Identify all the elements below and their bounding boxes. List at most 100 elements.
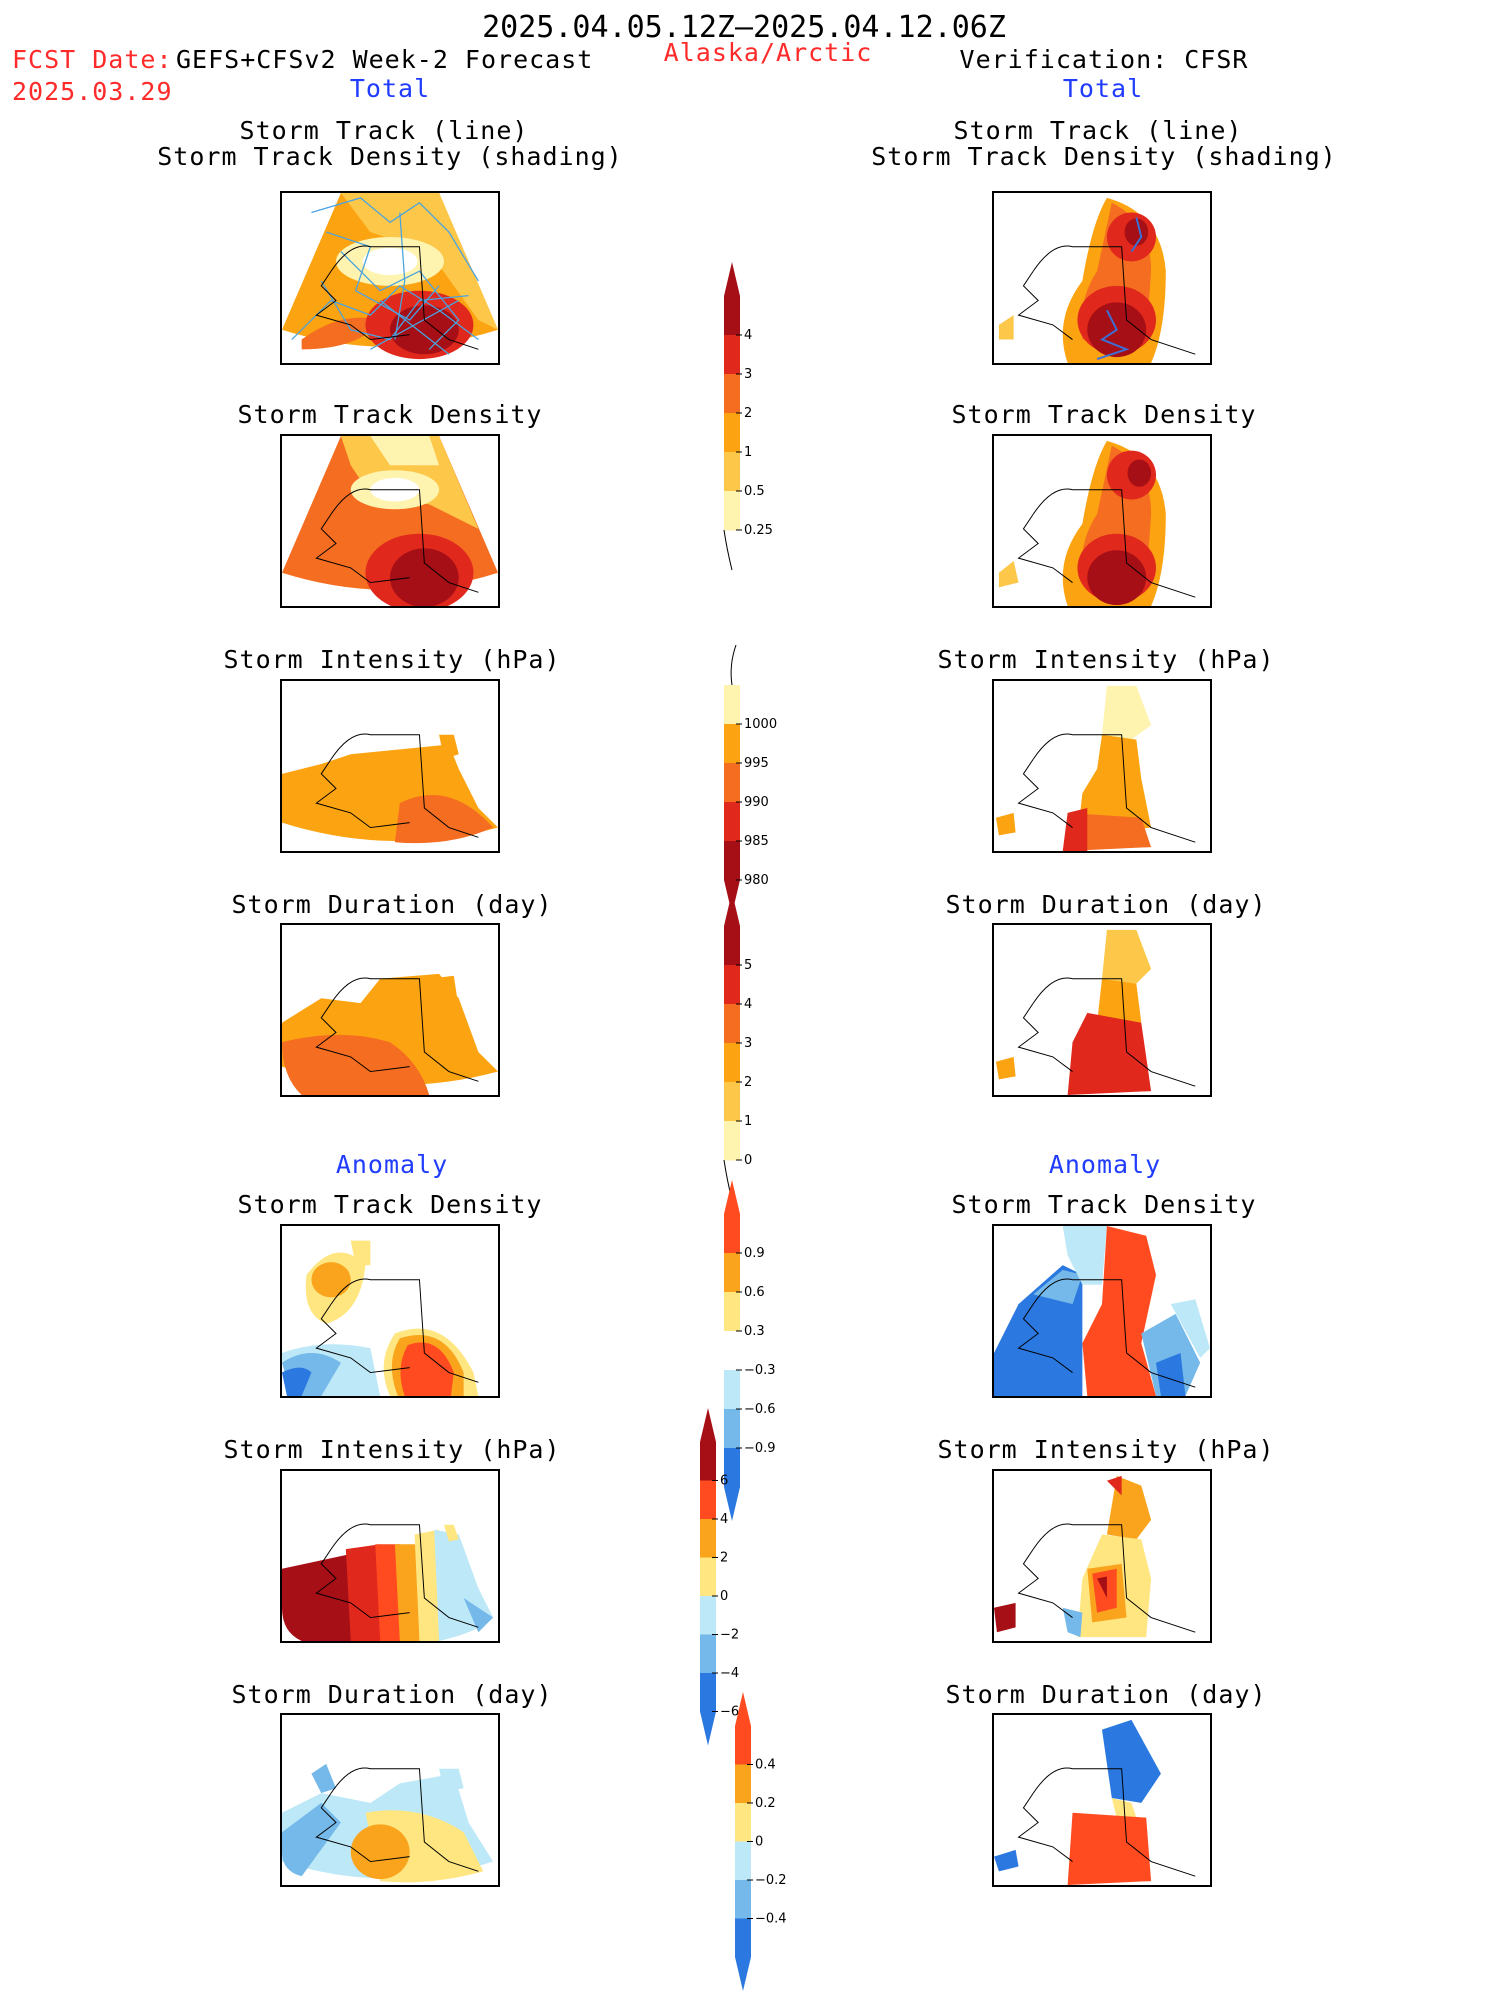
colorbar-swatch xyxy=(724,1292,740,1332)
colorbar-tick-label: −0.6 xyxy=(744,1402,776,1417)
map-verif-anom-density xyxy=(992,1224,1212,1398)
map-fcst-anom-density xyxy=(280,1224,500,1398)
map-verif-track xyxy=(992,191,1212,365)
verification-label: Verification: CFSR xyxy=(959,45,1249,74)
colorbar-tick-label: 0.25 xyxy=(744,523,773,538)
colorbar-arrow-top xyxy=(724,262,740,296)
colorbar-intensity-svg: 1000 995 990 985 980 xyxy=(724,644,777,914)
colorbar-anom-duration-svg: 0.4 0.2 0 −0.2 −0.4 xyxy=(735,1692,787,1991)
panel-title: Storm Track Density xyxy=(951,400,1257,429)
colorbar-anom-density-svg: 0.9 0.6 0.3 −0.3 −0.6 −0.9 xyxy=(724,1180,776,1521)
colorbar-tick-label: 0 xyxy=(720,1589,728,1604)
colorbar-tick-label: −6 xyxy=(720,1705,739,1720)
colorbar-swatch xyxy=(724,374,740,414)
map-verif-duration xyxy=(992,923,1212,1097)
model-label: GEFS+CFSv2 Week-2 Forecast xyxy=(176,45,594,74)
colorbar-tick-label: 2 xyxy=(744,1075,752,1090)
colorbar-swatch xyxy=(735,1764,751,1804)
colorbar-swatch xyxy=(724,1448,740,1488)
panel-title: Storm Intensity (hPa) xyxy=(223,1435,561,1464)
colorbar-tick-label: 0 xyxy=(755,1835,763,1850)
colorbar-swatch xyxy=(724,1004,740,1044)
colorbar-density-svg: 4 3 2 1 0.5 0.25 xyxy=(723,262,773,571)
colorbar-tick-label: 1 xyxy=(744,1114,752,1129)
colorbar-swatch xyxy=(724,491,740,531)
colorbar-tick-label: 3 xyxy=(744,367,752,382)
colorbar-swatch xyxy=(724,1331,740,1371)
colorbar-swatch xyxy=(724,296,740,336)
map-fcst-anom-duration xyxy=(280,1713,500,1887)
panel-title: Storm Duration (day) xyxy=(945,890,1267,919)
colorbar-anom-duration: 0.4 0.2 0 −0.2 −0.4 xyxy=(735,1692,825,1991)
colorbar-swatch xyxy=(724,1253,740,1293)
map-verif-anom-intensity xyxy=(992,1469,1212,1643)
colorbar-tick-label: −0.9 xyxy=(744,1441,776,1456)
panel-title: Storm Track (line) xyxy=(239,116,529,145)
colorbar-tick-label: −2 xyxy=(720,1628,739,1643)
colorbar-duration-svg: 5 4 3 2 1 0 xyxy=(723,892,752,1201)
map-fcst-density xyxy=(280,434,500,608)
panel-title: Storm Duration (day) xyxy=(231,890,553,919)
colorbar-tick-label: 0.2 xyxy=(755,1796,776,1811)
panel-title: Storm Intensity (hPa) xyxy=(937,1435,1275,1464)
colorbar-tick-label: 2 xyxy=(720,1551,728,1566)
panel-title: Storm Duration (day) xyxy=(945,1680,1267,1709)
colorbar-tick-label: 4 xyxy=(720,1512,728,1527)
colorbar-tick-label: 2 xyxy=(744,406,752,421)
colorbar-swatch xyxy=(700,1480,716,1520)
panel-title: Storm Track Density xyxy=(951,1190,1257,1219)
map-verif-density xyxy=(992,434,1212,608)
colorbar-tick-label: 0.5 xyxy=(744,484,765,499)
map-verif-intensity xyxy=(992,679,1212,853)
colorbar-tail-top xyxy=(730,644,737,686)
colorbar-swatch xyxy=(735,1726,751,1765)
colorbar-swatch xyxy=(724,335,740,375)
panel-title: Storm Track Density (shading) xyxy=(871,142,1337,171)
colorbar-tick-label: 1000 xyxy=(744,717,777,732)
colorbar-swatch xyxy=(735,1841,751,1881)
colorbar-tick-label: −0.3 xyxy=(744,1363,776,1378)
colorbar-tick-label: 6 xyxy=(720,1474,728,1489)
panel-title: Storm Track (line) xyxy=(953,116,1243,145)
colorbar-swatch xyxy=(735,1918,751,1958)
colorbar-arrow-top xyxy=(724,892,740,926)
map-fcst-anom-intensity xyxy=(280,1469,500,1643)
colorbar-tick-label: 4 xyxy=(744,328,752,343)
colorbar-tick-label: 1 xyxy=(744,445,752,460)
colorbar-swatch xyxy=(724,685,740,725)
colorbar-tick-label: 0.4 xyxy=(755,1758,776,1773)
colorbar-arrow-top xyxy=(735,1692,751,1726)
colorbar-tail-bottom xyxy=(723,529,733,571)
panel-title: Storm Track Density xyxy=(237,1190,543,1219)
region-label: Alaska/Arctic xyxy=(663,38,873,67)
anomaly-header-left: Anomaly xyxy=(335,1150,449,1179)
colorbar-anom-intensity: 6 4 2 0 −2 −4 −6 xyxy=(700,1408,790,1746)
total-header-right: Total xyxy=(1062,74,1144,103)
colorbar-tick-label: −0.2 xyxy=(755,1873,787,1888)
colorbar-arrow-top xyxy=(724,1180,740,1214)
colorbar-arrow-top xyxy=(700,1408,716,1442)
colorbar-swatch xyxy=(700,1557,716,1597)
anomaly-header-right: Anomaly xyxy=(1048,1150,1162,1179)
colorbar-swatch xyxy=(724,1370,740,1410)
colorbar-swatch xyxy=(700,1634,716,1674)
colorbar-arrow-bottom xyxy=(724,1487,740,1521)
colorbar-swatch xyxy=(724,802,740,842)
total-header-left: Total xyxy=(349,74,431,103)
fcst-date-label: FCST Date: xyxy=(12,45,173,74)
colorbar-swatch xyxy=(735,1880,751,1919)
colorbar-arrow-bottom xyxy=(700,1711,716,1746)
map-verif-anom-duration xyxy=(992,1713,1212,1887)
colorbar-swatch xyxy=(700,1596,716,1635)
colorbar-swatch xyxy=(700,1519,716,1558)
colorbar-swatch xyxy=(724,926,740,966)
panel-title: Storm Duration (day) xyxy=(231,1680,553,1709)
panel-title: Storm Track Density xyxy=(237,400,543,429)
colorbar-swatch xyxy=(724,413,740,453)
colorbar-arrow-bottom xyxy=(735,1957,751,1991)
map-fcst-track xyxy=(280,191,500,365)
colorbar-swatch xyxy=(724,965,740,1005)
colorbar-swatch xyxy=(700,1673,716,1712)
colorbar-tick-label: 980 xyxy=(744,873,769,888)
colorbar-swatch xyxy=(700,1442,716,1481)
